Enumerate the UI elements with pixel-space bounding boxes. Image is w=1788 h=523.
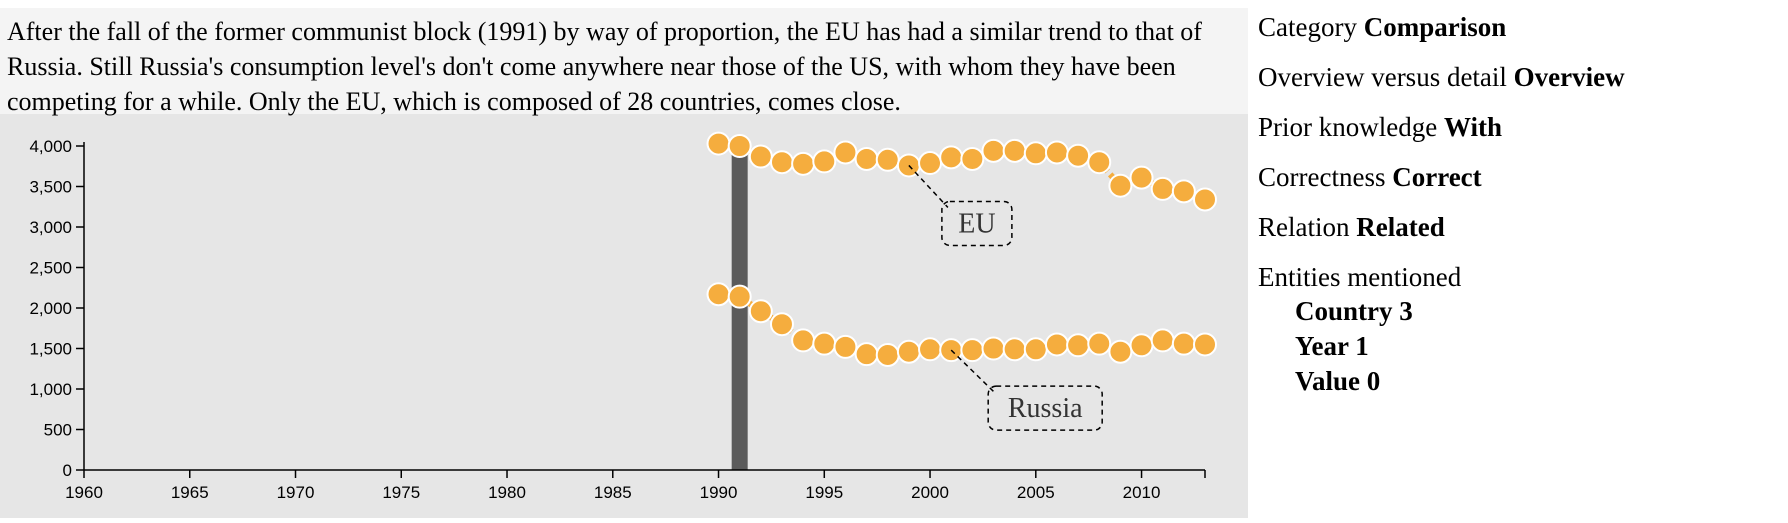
series-label: Russia [1008, 393, 1083, 424]
data-point [939, 145, 964, 170]
series-label-box [987, 385, 1103, 431]
data-point [727, 284, 752, 309]
data-point [854, 146, 879, 171]
y-tick-label: 4,000 [29, 137, 72, 156]
data-point [1150, 176, 1175, 201]
x-tick-label: 1975 [382, 483, 420, 502]
prior-knowledge-value: With [1443, 112, 1502, 142]
data-point [918, 151, 943, 176]
data-point [1023, 337, 1048, 362]
data-point [1108, 339, 1133, 364]
entity-item: Year 1 [1295, 331, 1369, 361]
data-point [706, 282, 731, 307]
data-point [1002, 337, 1027, 362]
prior-knowledge-label: Prior knowledge [1258, 112, 1438, 142]
x-tick-label: 1995 [805, 483, 843, 502]
data-point [960, 338, 985, 363]
data-point [1108, 173, 1133, 198]
highlight-bar-1991 [731, 148, 748, 470]
series-label-leader [908, 164, 949, 208]
data-point [918, 337, 943, 362]
annotation-panel: Category Comparison Overview versus deta… [1258, 8, 1778, 399]
data-point [960, 146, 985, 171]
data-point [1129, 333, 1154, 358]
data-point [1087, 150, 1112, 175]
x-tick-label: 1990 [700, 483, 738, 502]
x-tick-label: 1965 [171, 483, 209, 502]
entities-label: Entities mentioned [1258, 262, 1462, 292]
x-tick-label: 1960 [65, 483, 103, 502]
data-point [1023, 141, 1048, 166]
correctness-row: Correctness Correct [1258, 158, 1778, 208]
data-point [981, 138, 1006, 163]
correctness-label: Correctness [1258, 162, 1386, 192]
data-point [769, 312, 794, 337]
chart-panel: After the fall of the former communist b… [0, 8, 1248, 518]
data-point [812, 331, 837, 356]
data-point [1129, 165, 1154, 190]
y-tick-label: 1,500 [29, 340, 72, 359]
data-point [812, 149, 837, 174]
data-point [791, 328, 816, 353]
data-point [748, 144, 773, 169]
y-tick-label: 0 [63, 461, 72, 480]
category-label: Category [1258, 12, 1357, 42]
chart-caption: After the fall of the former communist b… [0, 8, 1248, 116]
x-tick-label: 2000 [911, 483, 949, 502]
series-label: EU [958, 208, 995, 239]
data-point [981, 336, 1006, 361]
overview-value: Overview [1513, 62, 1625, 92]
data-point [1087, 331, 1112, 356]
data-point [1150, 328, 1175, 353]
relation-value: Related [1356, 212, 1445, 242]
y-tick-label: 500 [44, 421, 72, 440]
relation-label: Relation [1258, 212, 1350, 242]
data-point [769, 150, 794, 175]
data-point [706, 131, 731, 156]
data-point [1193, 187, 1217, 212]
x-tick-label: 1985 [594, 483, 632, 502]
y-tick-label: 3,500 [29, 178, 72, 197]
category-value: Comparison [1363, 12, 1507, 42]
prior-knowledge-row: Prior knowledge With [1258, 108, 1778, 158]
data-point [1044, 140, 1069, 165]
data-point [1066, 143, 1091, 168]
category-row: Category Comparison [1258, 8, 1778, 58]
overview-row: Overview versus detail Overview [1258, 58, 1778, 108]
relation-row: Relation Related [1258, 208, 1778, 258]
y-tick-label: 2,500 [29, 259, 72, 278]
entity-item: Value 0 [1295, 366, 1381, 396]
x-tick-label: 2005 [1017, 483, 1055, 502]
x-tick-label: 2010 [1123, 483, 1161, 502]
data-point [727, 134, 752, 158]
series-label-leader [950, 349, 995, 393]
y-tick-label: 2,000 [29, 299, 72, 318]
correctness-value: Correct [1392, 162, 1482, 192]
data-point [875, 342, 900, 367]
data-point [875, 147, 900, 172]
data-point [854, 342, 879, 367]
line-chart: 0 500 1,000 1,500 2,000 2,500 3,000 3,500 4,000 1… [29, 131, 1217, 502]
data-point [1193, 332, 1217, 357]
data-point [1066, 333, 1091, 358]
data-point [896, 339, 921, 364]
x-tick-label: 1980 [488, 483, 526, 502]
data-point [833, 140, 858, 165]
data-point [1044, 332, 1069, 357]
data-point [1002, 138, 1027, 163]
y-tick-label: 3,000 [29, 218, 72, 237]
data-point [791, 151, 816, 176]
overview-label: Overview versus detail [1258, 62, 1507, 92]
series-label-box [941, 200, 1013, 247]
data-point [748, 299, 773, 324]
y-tick-label: 1,000 [29, 380, 72, 399]
data-point [833, 334, 858, 359]
x-tick-label: 1970 [277, 483, 315, 502]
data-point [1171, 331, 1196, 356]
data-point [1171, 179, 1196, 204]
entity-item: Country 3 [1295, 296, 1413, 326]
